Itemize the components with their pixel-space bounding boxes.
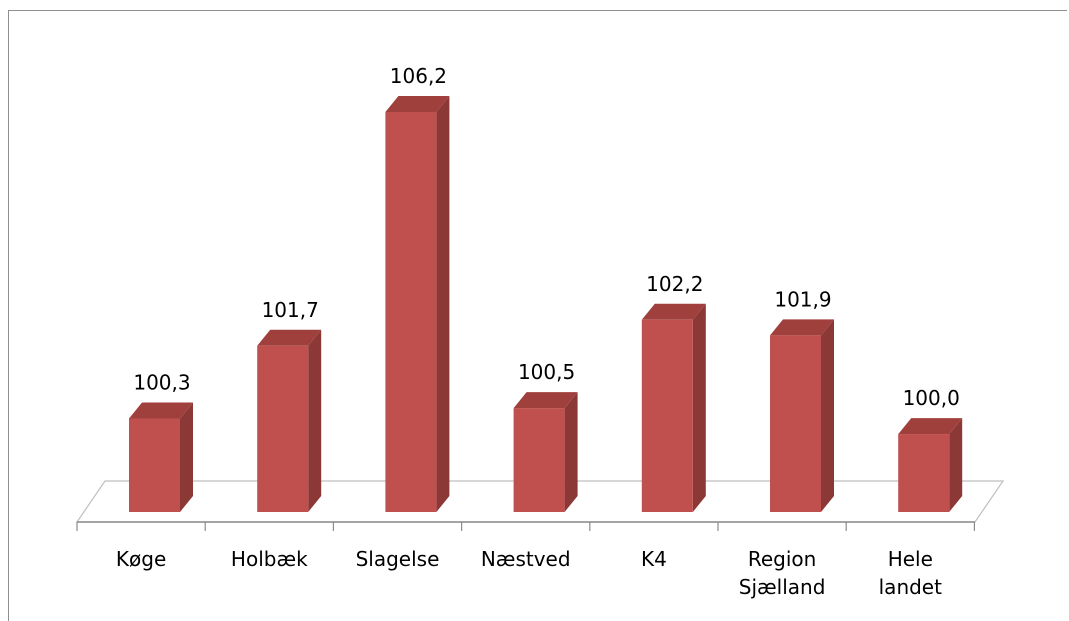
bar-front	[770, 335, 821, 512]
bar-front	[898, 434, 950, 512]
bar	[770, 319, 834, 512]
value-label: 102,2	[646, 272, 703, 296]
category-label: Slagelse	[356, 547, 440, 571]
value-labels-group: 100,3 101,7 106,2 100,5 102,2 101,9 100,0	[133, 64, 959, 410]
bar-top	[385, 96, 450, 112]
category-label: Sjælland	[739, 575, 826, 599]
bar-top	[898, 418, 963, 435]
bar-side	[564, 392, 578, 512]
x-axis	[76, 521, 976, 531]
category-label: landet	[879, 575, 942, 599]
bar	[385, 96, 450, 512]
value-label: 100,3	[133, 370, 190, 394]
bar-top	[129, 402, 193, 419]
bar	[898, 418, 963, 512]
category-label: Holbæk	[231, 547, 308, 571]
bar-front	[129, 418, 180, 512]
bar-top	[513, 392, 578, 409]
bar-top	[641, 303, 706, 320]
bar-front	[513, 408, 565, 512]
value-label: 101,9	[774, 287, 831, 311]
value-label: 100,5	[518, 360, 575, 384]
bar-side	[692, 303, 706, 512]
bar-front	[641, 319, 693, 512]
value-label: 101,7	[262, 298, 319, 322]
category-label: Hele	[888, 547, 933, 571]
category-label: Region	[748, 547, 816, 571]
bar-side	[180, 402, 193, 512]
bar-side	[949, 418, 963, 512]
bar-side	[436, 96, 450, 512]
bar	[129, 402, 193, 512]
category-label: K4	[641, 547, 667, 571]
category-labels-group: Køge Holbæk Slagelse Næstved K4 Region Sjællan…	[116, 547, 942, 599]
bar-side	[821, 319, 834, 512]
value-label: 100,0	[903, 386, 960, 410]
bar	[641, 303, 706, 512]
bar-side	[308, 329, 322, 512]
bar-top	[770, 319, 834, 336]
bar-top	[257, 329, 322, 346]
bar	[513, 392, 578, 512]
chart-frame	[8, 10, 1067, 621]
category-label: Næstved	[481, 547, 571, 571]
bar	[257, 329, 322, 512]
bar-front	[385, 112, 437, 512]
category-label: Køge	[116, 547, 166, 571]
bars-group	[129, 96, 963, 512]
bar-front	[257, 345, 309, 512]
value-label: 106,2	[390, 64, 447, 88]
